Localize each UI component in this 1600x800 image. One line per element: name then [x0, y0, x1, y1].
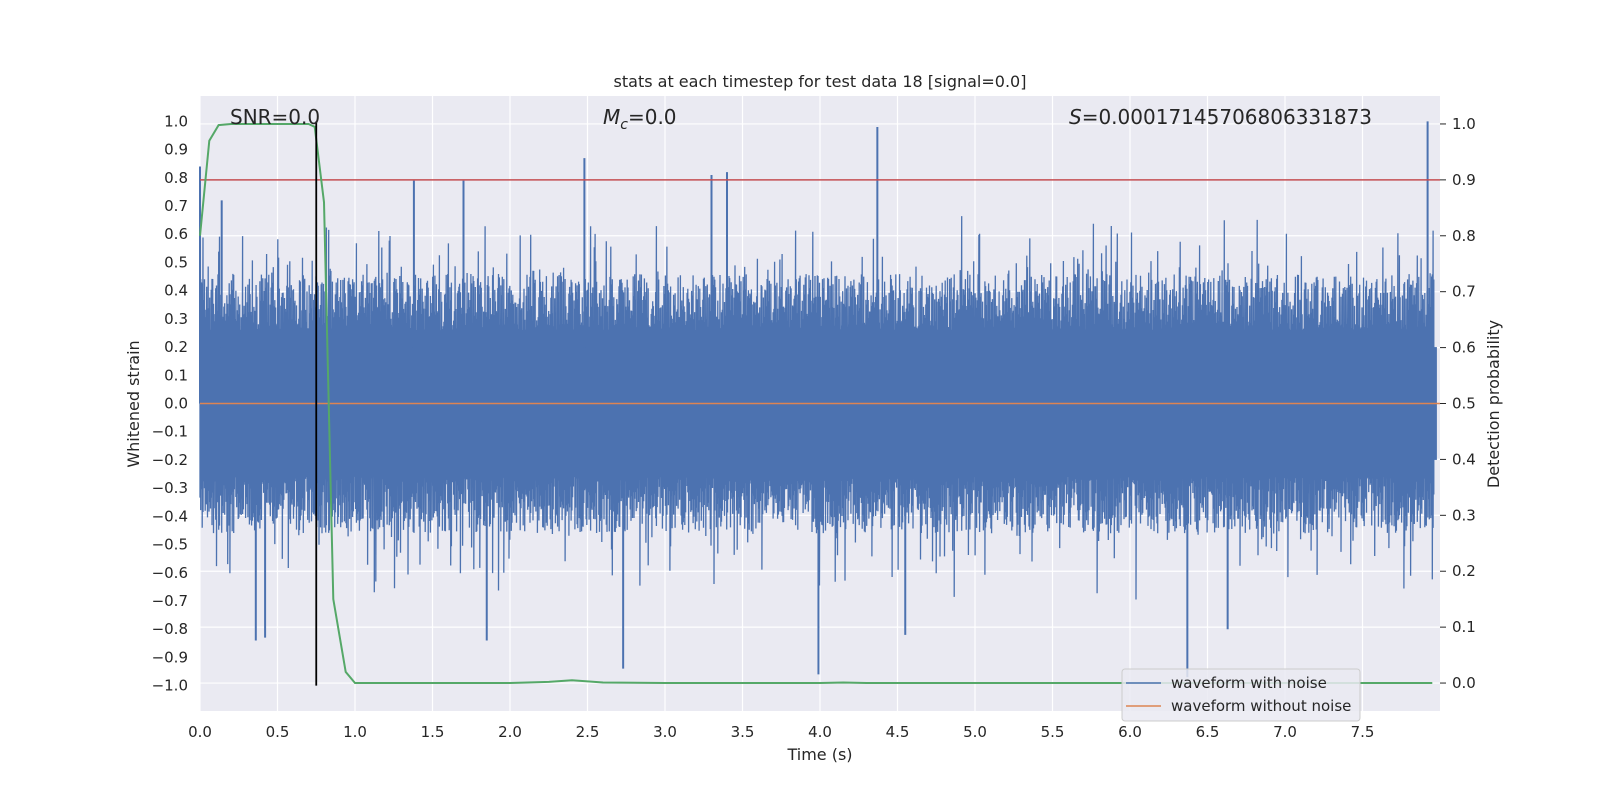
right-y-axis-label: Detection probability: [1484, 320, 1503, 488]
x-tick-label: 5.5: [1041, 723, 1065, 741]
left-y-tick-label: 0.9: [164, 141, 188, 159]
left-y-tick-label: −0.8: [152, 620, 188, 638]
right-y-tick-label: 0.5: [1452, 395, 1476, 413]
left-y-tick-label: −0.7: [152, 592, 188, 610]
legend: waveform with noise waveform without noi…: [1121, 668, 1361, 722]
right-y-tick-label: 0.2: [1452, 562, 1476, 580]
x-tick-label: 1.0: [343, 723, 367, 741]
x-tick-label: 6.5: [1196, 723, 1220, 741]
x-axis-label: Time (s): [786, 745, 852, 764]
score-symbol: S: [1069, 105, 1082, 129]
right-y-tick-labels: 1.0 0.9 0.8 0.7 0.6 0.5 0.4 0.3 0.2 0.1 0.0: [1440, 115, 1476, 692]
left-y-tick-label: 0.2: [164, 338, 188, 356]
left-y-tick-label: 0.5: [164, 253, 188, 271]
chirp-mass-annotation: Mc=0.0: [603, 105, 677, 133]
x-tick-label: 0.0: [188, 723, 212, 741]
x-tick-label: 3.5: [731, 723, 755, 741]
left-y-tick-label: −0.5: [152, 536, 188, 554]
left-y-tick-label: 1.0: [164, 112, 188, 130]
chart-title: stats at each timestep for test data 18 …: [614, 72, 1027, 91]
chirp-mass-symbol: M: [603, 105, 620, 129]
left-y-tick-label: −1.0: [152, 677, 188, 695]
x-tick-labels: 0.0 0.5 1.0 1.5 2.0 2.5 3.0 3.5 4.0 4.5 5.0 5.5 6.0 6…: [188, 723, 1374, 741]
left-y-tick-label: −0.9: [152, 648, 188, 666]
score-value: =0.00017145706806331873: [1082, 105, 1372, 129]
left-y-tick-label: −0.4: [152, 507, 188, 525]
line-series: [199, 121, 1440, 686]
left-y-tick-label: −0.1: [152, 423, 188, 441]
legend-label-clean: waveform without noise: [1171, 697, 1351, 715]
left-y-tick-label: 0.8: [164, 169, 188, 187]
left-y-axis-label: Whitened strain: [124, 340, 143, 467]
x-tick-label: 3.0: [653, 723, 677, 741]
right-y-tick-label: 0.3: [1452, 506, 1476, 524]
right-y-tick-label: 0.8: [1452, 227, 1476, 245]
snr-annotation: SNR=0.0: [230, 105, 320, 129]
right-y-tick-label: 0.4: [1452, 450, 1476, 468]
chirp-mass-subscript: c: [620, 117, 628, 133]
right-y-tick-label: 0.0: [1452, 674, 1476, 692]
right-y-tick-label: 0.1: [1452, 618, 1476, 636]
left-y-tick-labels: 1.0 0.9 0.8 0.7 0.6 0.5 0.4 0.3 0.2 0.1 0.0 −0.1 −0.…: [152, 112, 188, 694]
x-tick-label: 2.0: [498, 723, 522, 741]
left-y-tick-label: −0.3: [152, 479, 188, 497]
score-annotation: S=0.00017145706806331873: [1069, 105, 1372, 129]
left-y-tick-label: 0.7: [164, 197, 188, 215]
x-tick-label: 7.0: [1273, 723, 1297, 741]
detection-probability-line: [199, 123, 1433, 684]
left-y-tick-label: −0.2: [152, 451, 188, 469]
right-y-tick-label: 0.6: [1452, 339, 1476, 357]
right-y-tick-label: 1.0: [1452, 115, 1476, 133]
legend-label-noise: waveform with noise: [1171, 674, 1327, 692]
x-tick-label: 4.5: [886, 723, 910, 741]
left-y-tick-label: 0.0: [164, 395, 188, 413]
x-tick-label: 6.0: [1118, 723, 1142, 741]
chirp-mass-value: =0.0: [628, 105, 677, 129]
left-y-tick-label: 0.6: [164, 225, 188, 243]
left-y-tick-label: 0.4: [164, 282, 188, 300]
x-tick-label: 1.5: [421, 723, 445, 741]
right-y-tick-label: 0.7: [1452, 283, 1476, 301]
x-tick-label: 0.5: [266, 723, 290, 741]
left-y-tick-label: −0.6: [152, 564, 188, 582]
right-y-tick-label: 0.9: [1452, 171, 1476, 189]
left-y-tick-label: 0.3: [164, 310, 188, 328]
x-tick-label: 5.0: [963, 723, 987, 741]
x-tick-label: 2.5: [576, 723, 600, 741]
legend-box: [1121, 668, 1361, 722]
left-y-tick-label: 0.1: [164, 366, 188, 384]
x-tick-label: 7.5: [1351, 723, 1375, 741]
x-tick-label: 4.0: [808, 723, 832, 741]
